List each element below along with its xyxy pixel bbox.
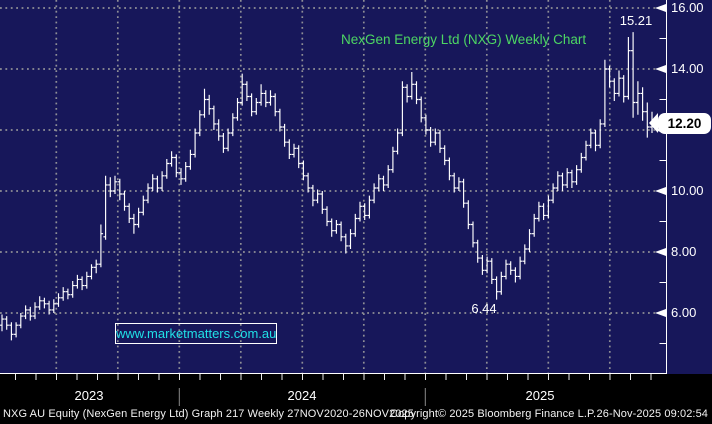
low-price-annotation: 6.44 bbox=[471, 301, 497, 316]
copyright-notice: Copyright© 2025 Bloomberg Finance L.P. bbox=[390, 408, 597, 420]
vertical-gridlines bbox=[55, 0, 611, 373]
x-axis-month-ticks bbox=[14, 374, 652, 380]
y-axis-label: 6.00 bbox=[671, 305, 697, 320]
y-axis-label: 8.00 bbox=[671, 244, 697, 259]
y-axis-label: 16.00 bbox=[671, 0, 704, 15]
chart-title: NexGen Energy Ltd (NXG) Weekly Chart bbox=[341, 32, 587, 47]
y-axis-arrow-tick bbox=[655, 4, 666, 12]
y-axis-arrow-tick bbox=[655, 309, 666, 317]
status-strip-background bbox=[0, 374, 712, 424]
security-description: NXG AU Equity (NexGen Energy Ltd) Graph … bbox=[3, 408, 414, 420]
y-axis-label: 10.00 bbox=[671, 183, 704, 198]
horizontal-gridlines bbox=[0, 7, 667, 314]
x-axis-year-2024: 2024 bbox=[287, 388, 317, 403]
y-axis-arrow-tick bbox=[655, 187, 666, 195]
axis-lines bbox=[0, 0, 667, 374]
y-axis-arrow-tick bbox=[655, 248, 666, 256]
x-axis-year-2025: 2025 bbox=[525, 388, 555, 403]
x-axis-year-2023: 2023 bbox=[74, 388, 104, 403]
marketmatters-watermark-link[interactable]: www.marketmatters.com.au bbox=[115, 323, 277, 344]
timestamp: 26-Nov-2025 09:02:54 bbox=[596, 408, 708, 420]
ohlc-bars bbox=[0, 32, 655, 341]
high-price-annotation: 15.21 bbox=[619, 13, 653, 28]
last-price-badge: 12.20 bbox=[649, 113, 711, 134]
y-axis-label: 14.00 bbox=[671, 61, 704, 76]
y-axis-arrow-tick bbox=[655, 65, 666, 73]
